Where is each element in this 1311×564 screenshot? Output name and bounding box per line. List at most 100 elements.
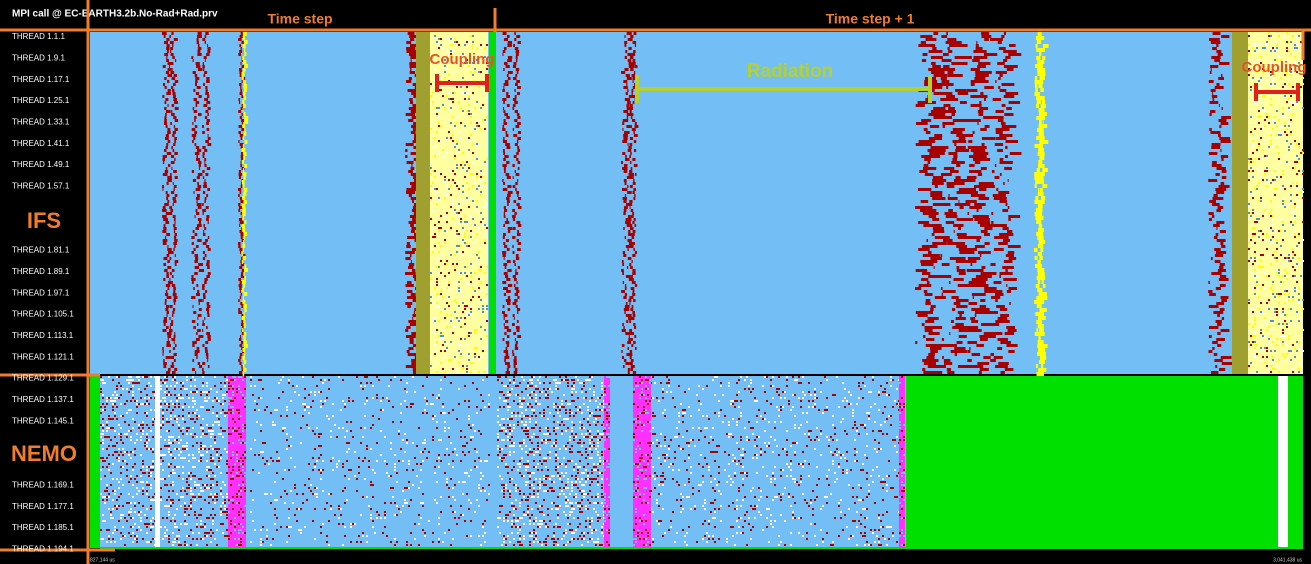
state-block (631, 89, 633, 92)
state-block (634, 335, 636, 338)
state-block (342, 400, 344, 402)
state-block (104, 409, 106, 411)
state-block (193, 89, 195, 92)
state-block (458, 305, 460, 307)
state-block (1284, 182, 1286, 184)
state-block (384, 502, 386, 504)
state-block (176, 382, 178, 384)
state-block (513, 65, 516, 68)
state-block (930, 350, 938, 353)
state-block (288, 382, 290, 384)
state-block (174, 221, 175, 224)
state-block (466, 170, 468, 172)
state-block (272, 421, 274, 423)
state-block (1210, 101, 1219, 104)
state-block (194, 110, 198, 113)
state-block (944, 362, 952, 365)
state-block (438, 242, 440, 244)
state-block (406, 469, 408, 471)
state-block (1288, 350, 1290, 352)
state-block (352, 523, 354, 525)
state-block (310, 484, 312, 486)
state-block (513, 227, 516, 230)
state-block (1041, 200, 1044, 204)
state-block (1276, 323, 1278, 325)
state-block (196, 284, 198, 287)
state-block (238, 311, 242, 314)
state-block (504, 212, 505, 215)
state-block (434, 176, 436, 178)
state-block (100, 442, 102, 444)
state-block (440, 362, 442, 364)
state-block (160, 487, 162, 489)
state-block (196, 212, 199, 215)
state-block (518, 197, 521, 200)
state-block (1248, 365, 1250, 367)
state-block (140, 391, 142, 393)
state-block (1294, 215, 1296, 217)
state-block (164, 53, 168, 56)
state-block (146, 517, 148, 519)
state-block (1038, 272, 1040, 276)
state-block (193, 326, 196, 329)
state-block (405, 149, 407, 152)
state-block (1212, 143, 1221, 146)
state-block (150, 385, 152, 387)
state-block (130, 502, 132, 504)
state-block (166, 356, 171, 359)
state-block (174, 341, 175, 344)
state-block (1272, 320, 1274, 322)
state-block (931, 62, 936, 65)
state-block (436, 281, 438, 283)
state-block (148, 475, 150, 477)
state-block (1256, 275, 1258, 277)
state-block (1260, 332, 1262, 334)
state-block (220, 487, 222, 489)
state-block (376, 376, 378, 378)
state-block (990, 38, 1003, 41)
state-block (238, 359, 240, 362)
state-block (1040, 76, 1045, 80)
state-block (512, 323, 515, 326)
state-block (360, 514, 362, 516)
state-block (1040, 356, 1043, 360)
state-block (112, 538, 114, 540)
state-block (460, 221, 462, 223)
state-block (210, 487, 212, 489)
state-block (182, 478, 184, 480)
state-block (108, 496, 110, 498)
state-block (508, 227, 513, 230)
state-block (292, 502, 294, 504)
state-block (629, 62, 633, 65)
state-block (444, 107, 446, 109)
state-block (122, 466, 124, 468)
state-block (438, 230, 440, 232)
state-block (106, 496, 108, 498)
state-block (102, 418, 104, 420)
state-block (1282, 86, 1284, 88)
state-block (1041, 196, 1045, 200)
state-block (1220, 308, 1225, 311)
state-block (326, 502, 328, 504)
state-block (118, 397, 120, 399)
state-block (1040, 204, 1041, 208)
state-block (405, 257, 410, 260)
state-block (344, 502, 346, 504)
state-block (1264, 203, 1266, 205)
state-block (622, 122, 624, 125)
state-block (1250, 161, 1252, 163)
state-block (394, 454, 396, 456)
state-block (928, 251, 932, 254)
sync-line (489, 32, 496, 374)
state-block (190, 478, 192, 480)
state-block (622, 272, 624, 275)
state-block (172, 481, 174, 483)
state-block (1250, 116, 1252, 118)
state-block (195, 83, 197, 86)
state-block (1268, 32, 1270, 34)
state-block (486, 68, 488, 70)
state-block (118, 424, 120, 426)
state-block (1278, 119, 1280, 121)
state-block (478, 86, 480, 88)
state-block (436, 203, 438, 205)
